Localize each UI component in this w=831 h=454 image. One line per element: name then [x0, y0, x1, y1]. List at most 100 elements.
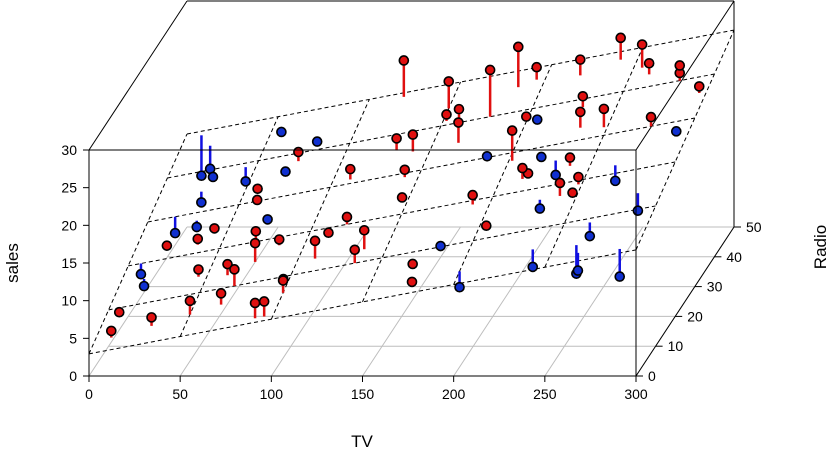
data-point [441, 109, 452, 120]
data-point [396, 192, 408, 203]
data-point [358, 224, 370, 236]
data-point [323, 227, 334, 239]
plane-grid-line-y [108, 205, 656, 311]
data-point [251, 194, 263, 206]
x-tick-label: 300 [624, 386, 648, 402]
data-point [349, 244, 361, 256]
data-point [572, 265, 584, 276]
z-tick-label: 25 [61, 180, 77, 196]
y-tick-label: 30 [707, 279, 723, 295]
data-point [614, 271, 626, 282]
data-point [407, 258, 418, 270]
data-point [258, 296, 270, 307]
floor-grid-line-x [453, 226, 553, 377]
data-point [273, 234, 285, 245]
data-point [632, 205, 644, 217]
x-tick-label: 0 [85, 386, 93, 402]
data-point [262, 214, 273, 225]
data-point [309, 235, 321, 247]
data-point [280, 166, 291, 177]
floor-grid-line-x [179, 226, 279, 377]
data-point [481, 220, 492, 232]
data-point [564, 152, 576, 163]
box-edge [635, 0, 735, 151]
data-point [249, 237, 261, 249]
z-tick-label: 30 [61, 142, 77, 158]
data-point [240, 176, 251, 187]
y-tick-label: 40 [726, 249, 742, 265]
y-tick-label: 10 [668, 338, 684, 354]
data-point [584, 230, 596, 242]
data-point [191, 221, 203, 233]
data-point [550, 169, 561, 181]
x-axis-title: TV [351, 432, 373, 451]
data-point [598, 103, 610, 115]
x-tick-label: 100 [260, 386, 284, 402]
data-point [222, 258, 233, 270]
z-tick-label: 5 [69, 330, 77, 346]
data-points [105, 32, 705, 337]
x-tick-label: 200 [442, 386, 466, 402]
data-point [521, 111, 532, 122]
data-point [693, 81, 705, 92]
z-tick-label: 10 [61, 293, 77, 309]
data-point [161, 240, 173, 251]
plane-grid-line-x [179, 116, 279, 337]
axes: 0 50 100 150 200 250 3000510152025300102030405… [61, 142, 761, 402]
data-point [146, 312, 157, 323]
data-point [575, 106, 586, 118]
data-point [207, 171, 219, 183]
data-point [138, 280, 150, 292]
z-tick-label: 20 [61, 217, 77, 233]
plane-grid-line-x [635, 29, 735, 251]
box-edge [635, 226, 735, 377]
data-point [250, 225, 262, 237]
data-point [615, 32, 626, 44]
data-point [512, 41, 524, 53]
data-point [391, 133, 402, 144]
data-point [435, 240, 446, 252]
data-point [209, 223, 220, 234]
data-point [277, 275, 289, 286]
z-axis-title: sales [3, 243, 22, 283]
data-point [398, 55, 410, 66]
y-tick-label: 50 [746, 219, 762, 235]
data-point [407, 129, 419, 140]
data-point [517, 162, 528, 174]
box-edge [88, 0, 188, 151]
data-point [276, 126, 287, 138]
y-tick-label: 20 [687, 308, 703, 324]
data-point [643, 57, 655, 69]
plane-grid-line-y [88, 249, 637, 355]
data-point [670, 126, 682, 137]
data-point [193, 264, 204, 275]
data-point [574, 54, 586, 65]
plane-grid-line-x [88, 133, 188, 355]
floor-grid-line-x [88, 226, 188, 377]
data-point [534, 203, 546, 214]
data-point [105, 325, 117, 337]
data-point [531, 114, 543, 125]
data-point [252, 183, 263, 195]
y-tick-label: 0 [648, 368, 656, 384]
data-point [184, 295, 196, 307]
data-point [577, 90, 589, 102]
data-point [406, 276, 418, 288]
data-point [196, 197, 207, 208]
data-point [345, 163, 356, 175]
z-tick-label: 0 [69, 368, 77, 384]
plane-grid-line-x [453, 64, 553, 285]
data-point [554, 177, 566, 189]
data-point [453, 117, 464, 128]
data-point [636, 39, 648, 50]
regression-plane [88, 29, 735, 355]
data-point [169, 227, 181, 239]
floor-grid [88, 226, 735, 377]
data-point [527, 261, 539, 273]
data-point [531, 61, 542, 73]
plane-grid-line-x [270, 99, 370, 320]
data-point [229, 264, 240, 275]
plane-grid-line-x [544, 47, 644, 268]
data-point [293, 146, 304, 158]
